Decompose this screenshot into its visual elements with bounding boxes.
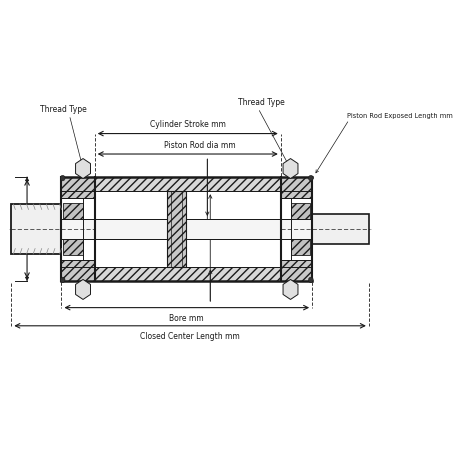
Circle shape — [60, 176, 65, 181]
Circle shape — [308, 176, 313, 181]
Bar — [62, 219, 311, 240]
Text: Thread Type: Thread Type — [40, 105, 87, 114]
Polygon shape — [282, 280, 297, 300]
Bar — [167, 192, 185, 267]
Bar — [62, 177, 95, 199]
Bar — [11, 205, 62, 254]
Bar — [63, 203, 83, 256]
Bar — [280, 260, 311, 282]
Bar — [62, 260, 95, 282]
Text: Closed Center Length mm: Closed Center Length mm — [140, 331, 240, 341]
Polygon shape — [75, 280, 90, 300]
Text: Piston Rod dia mm: Piston Rod dia mm — [163, 141, 235, 150]
Bar — [290, 203, 309, 256]
Circle shape — [308, 278, 313, 283]
Text: Piston Rod Exposed Length mm: Piston Rod Exposed Length mm — [347, 112, 452, 118]
Text: O/D: O/D — [15, 222, 24, 237]
Bar — [280, 177, 311, 199]
Circle shape — [60, 278, 65, 283]
Polygon shape — [75, 159, 90, 179]
Polygon shape — [282, 159, 297, 179]
Text: Cylinder Stroke mm: Cylinder Stroke mm — [150, 120, 225, 129]
Bar — [62, 177, 311, 192]
Text: Thread Type: Thread Type — [237, 98, 284, 107]
Text: Bore mm: Bore mm — [169, 313, 204, 322]
Bar — [311, 215, 368, 244]
Bar — [62, 267, 311, 282]
